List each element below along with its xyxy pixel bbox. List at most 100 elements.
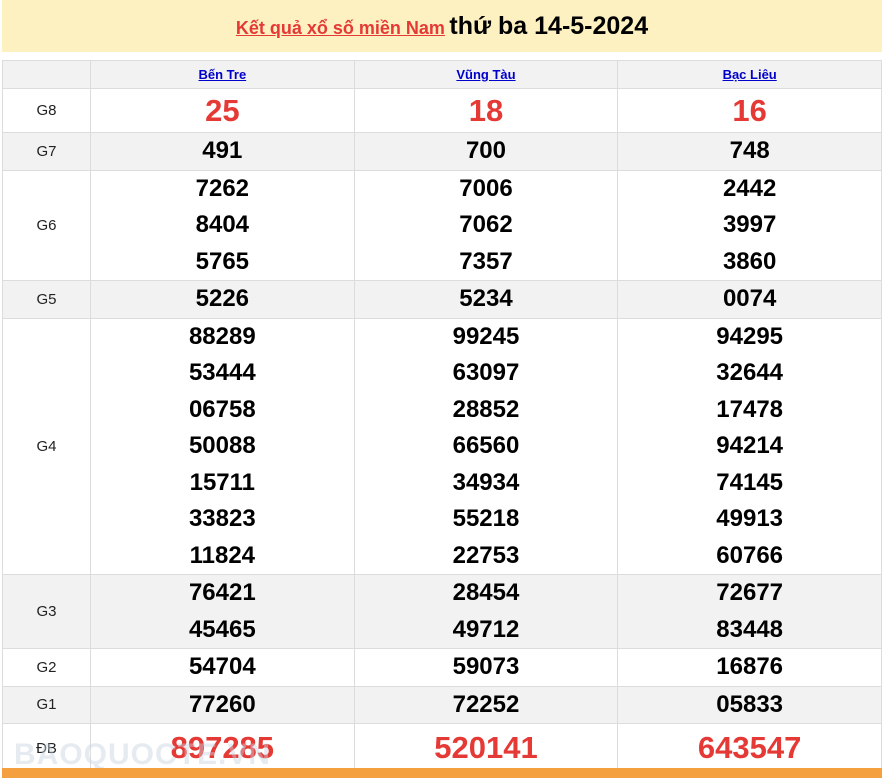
prize-number: 05833	[716, 690, 784, 718]
prize-cell: 897285	[90, 723, 355, 773]
prize-row: G4 88289 53444 06758 50088 15711 33823 11824 992…	[2, 317, 882, 575]
prize-number: 94214	[716, 432, 784, 459]
prize-row: G2 54704 59073 16876	[2, 648, 882, 687]
prize-cell: 7262 8404 5765	[90, 169, 355, 281]
prize-number: 7262	[195, 174, 250, 202]
prize-number: 59073	[452, 653, 520, 680]
prize-number: 76421	[188, 579, 256, 606]
prize-number: 74145	[716, 468, 784, 496]
prize-number: 0074	[722, 285, 777, 312]
prize-cell: 16876	[617, 648, 882, 687]
prize-number: 06758	[188, 395, 256, 423]
prize-number: 7357	[459, 247, 513, 275]
prize-number: 8404	[195, 211, 250, 238]
prize-cell: 643547	[617, 723, 882, 773]
prize-number: 53444	[188, 359, 256, 386]
province-header: Bạc Liêu	[617, 60, 882, 89]
province-header: Vũng Tàu	[353, 60, 619, 89]
prize-cell: 72677 83448	[617, 574, 882, 649]
prize-number: 32644	[716, 359, 784, 386]
results-link[interactable]: Kết quả xổ số miền Nam	[235, 18, 445, 38]
prize-cell: 18	[353, 88, 619, 133]
prize-number: 34934	[452, 468, 520, 496]
prize-label: G1	[2, 685, 91, 724]
prize-row: G5 5226 5234 0074	[2, 280, 882, 319]
prize-label: G5	[2, 280, 91, 319]
province-link[interactable]: Vũng Tàu	[456, 67, 516, 82]
prize-cell: 0074	[617, 280, 882, 319]
footer-bar	[2, 768, 882, 778]
prize-row: ĐB 897285 520141 643547	[2, 723, 882, 773]
prize-number: 22753	[452, 541, 520, 569]
prize-number: 94295	[716, 322, 784, 350]
prize-number: 77260	[188, 690, 256, 718]
prize-cell: 748	[617, 132, 882, 171]
prize-cell: 7006 7062 7357	[353, 169, 619, 281]
prize-number: 748	[729, 137, 770, 164]
prize-number: 28852	[452, 395, 520, 423]
prize-row: G1 77260 72252 05833	[2, 685, 882, 724]
prize-number: 16876	[716, 653, 784, 680]
corner-cell	[2, 60, 91, 89]
prize-number: 72677	[716, 579, 784, 606]
prize-label: G3	[2, 574, 91, 649]
prize-cell: 54704	[90, 648, 355, 687]
draw-date: thứ ba 14-5-2024	[449, 12, 649, 40]
prize-number: 491	[202, 137, 243, 164]
prize-label: G6	[2, 169, 91, 281]
prize-number: 700	[465, 137, 506, 164]
province-header: Bến Tre	[90, 60, 355, 89]
prize-number: 45465	[188, 615, 256, 643]
results-table: Bến Tre Vũng Tàu Bạc Liêu G8 25 18 16 G7 491 7…	[2, 60, 882, 773]
prize-number: 72252	[452, 690, 520, 718]
prize-number: 15711	[189, 468, 256, 496]
prize-cell: 700	[353, 132, 619, 171]
prize-number: 7006	[459, 174, 513, 202]
prize-row: G8 25 18 16	[2, 88, 882, 133]
prize-cell: 05833	[617, 685, 882, 724]
prize-cell: 520141	[353, 723, 619, 773]
watermark-logo: BAOQUOCTE.VN	[14, 738, 272, 771]
prize-number: 63097	[452, 359, 520, 386]
prize-row: G3 76421 45465 28454 49712 72677 83448	[2, 574, 882, 649]
prize-label: G2	[2, 648, 91, 687]
prize-cell: 25	[90, 88, 355, 133]
prize-cell: 5226	[90, 280, 355, 319]
prize-number: 99245	[452, 322, 520, 350]
prize-number: 33823	[188, 505, 256, 532]
prize-label: G8	[2, 88, 91, 133]
prize-number: 897285	[170, 730, 275, 765]
prize-label: ĐB	[2, 723, 91, 773]
prize-number: 5765	[195, 247, 250, 275]
prize-cell: 99245 63097 28852 66560 34934 55218 22753	[353, 317, 619, 575]
prize-cell: 28454 49712	[353, 574, 619, 649]
prize-number: 49712	[452, 615, 520, 643]
prize-number: 2442	[722, 174, 777, 202]
prize-cell: 2442 3997 3860	[617, 169, 882, 281]
prize-number: 66560	[452, 432, 520, 459]
prize-number: 5234	[459, 285, 513, 312]
prize-cell: 491	[90, 132, 355, 171]
prize-number: 83448	[716, 615, 784, 643]
prize-label: G4	[2, 317, 91, 575]
prize-cell: 72252	[353, 685, 619, 724]
prize-cell: 59073	[353, 648, 619, 687]
prize-number: 17478	[716, 395, 784, 423]
prize-number: 55218	[452, 505, 520, 532]
prize-number: 60766	[716, 541, 784, 569]
prize-number: 18	[468, 93, 504, 128]
prize-number: 3860	[722, 247, 777, 275]
province-link[interactable]: Bạc Liêu	[722, 67, 777, 82]
province-link[interactable]: Bến Tre	[198, 67, 247, 82]
prize-number: 5226	[195, 285, 250, 312]
prize-number: 643547	[697, 730, 802, 765]
prize-number: 7062	[459, 211, 513, 238]
prize-number: 25	[205, 93, 240, 128]
prize-number: 88289	[188, 322, 256, 350]
prize-number: 50088	[188, 432, 256, 459]
prize-row: G7 491 700 748	[2, 132, 882, 171]
prize-label: G7	[2, 132, 91, 171]
prize-number: 16	[732, 93, 767, 128]
prize-cell: 16	[617, 88, 882, 133]
prize-row: G6 7262 8404 5765 7006 7062 7357 2442 3997 3860	[2, 169, 882, 281]
